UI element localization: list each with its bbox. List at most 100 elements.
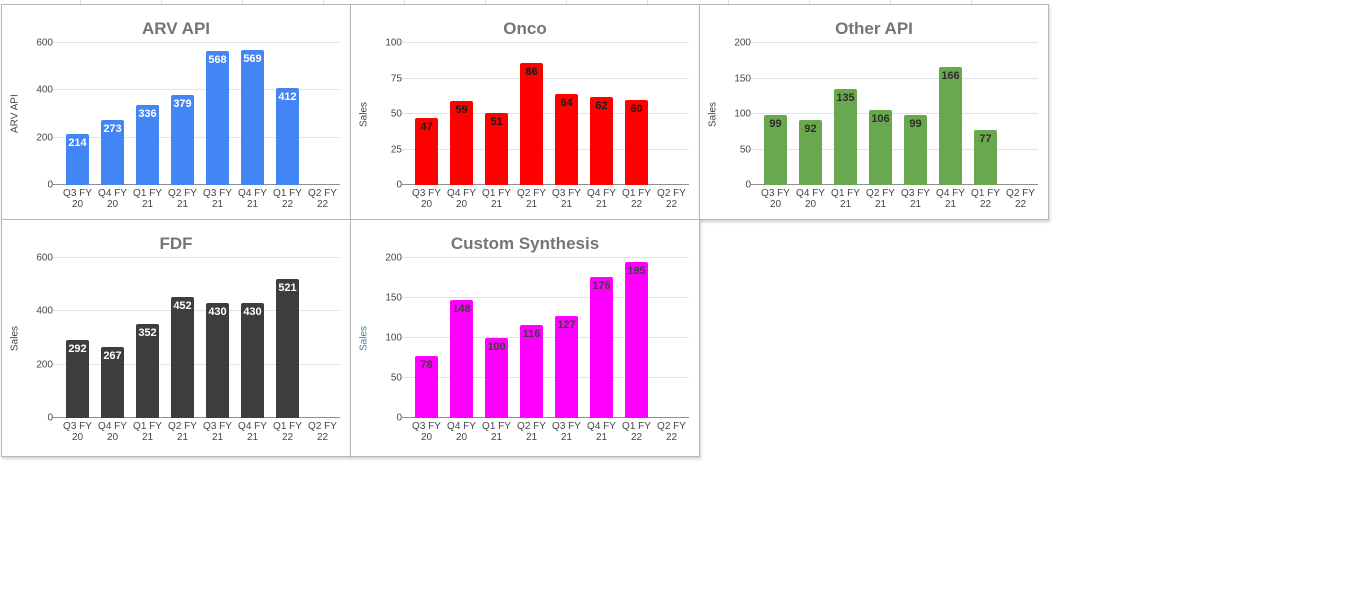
bar-value-label: 214 — [68, 137, 87, 150]
bar-value-label: 412 — [278, 90, 297, 103]
x-tick-label: Q4 FY 21 — [238, 421, 267, 443]
gridline — [402, 257, 689, 258]
x-tick-label: Q3 FY 21 — [552, 421, 581, 443]
bar-slot: 430 — [200, 258, 235, 418]
x-tick-label: Q1 FY 21 — [482, 421, 511, 443]
chart-custom-synthesis[interactable]: Custom Synthesis Sales 0 50 100 150 200 78 14… — [350, 219, 700, 457]
plot-area: 292 267 352 452 430 430 521 — [53, 257, 340, 418]
y-tick-label: 200 — [734, 37, 751, 49]
bar-value-label: 195 — [627, 265, 646, 277]
bar-slot: 59 — [444, 43, 479, 185]
bar-value-label: 273 — [103, 123, 122, 136]
y-axis-label: Sales — [358, 325, 370, 351]
bar-value-label: 430 — [243, 306, 262, 319]
chart-title: Other API — [835, 19, 913, 38]
bar-value-label: 292 — [68, 343, 87, 356]
bar-slot: 148 — [444, 258, 479, 418]
bar: 352 — [135, 324, 160, 418]
x-tick-label: Q2 FY 21 — [168, 421, 197, 443]
bar: 62 — [589, 96, 614, 185]
bar-slot: 568 — [200, 43, 235, 185]
bar-slot: 521 — [270, 258, 305, 418]
y-axis-ticks: 0 200 400 600 — [24, 253, 60, 424]
chart-other-api[interactable]: Other API Sales 0 50 100 150 200 99 92 135 106 9… — [699, 4, 1049, 220]
bar-value-label: 568 — [208, 53, 227, 66]
gridline — [402, 42, 689, 43]
gridline — [402, 297, 689, 298]
axis-baseline — [53, 184, 340, 185]
gridline — [402, 77, 689, 79]
bar: 59 — [449, 101, 474, 185]
bar-slot: 214 — [60, 43, 95, 185]
bar: 412 — [275, 87, 300, 185]
x-tick-label: Q3 FY 20 — [412, 188, 441, 210]
bar-slot: 135 — [828, 43, 863, 185]
x-tick-label: Q2 FY 21 — [168, 188, 197, 210]
x-tick-label: Q1 FY 22 — [273, 421, 302, 443]
bar: 116 — [519, 325, 544, 418]
bars: 78 148 100 116 127 176 195 — [409, 258, 689, 418]
bar-slot: 127 — [549, 258, 584, 418]
chart-onco[interactable]: Onco Sales 0 25 50 75 100 47 59 51 86 64 62 60 Q3 … — [350, 4, 700, 220]
bar-slot: 78 — [409, 258, 444, 418]
chart-fdf[interactable]: FDF Sales 0 200 400 600 292 267 352 452 430 430 5… — [1, 219, 351, 457]
bar-slot: 47 — [409, 43, 444, 185]
bar-value-label: 51 — [490, 115, 503, 128]
bar-slot — [305, 258, 340, 418]
bar: 106 — [868, 109, 893, 185]
bar-value-label: 64 — [560, 97, 573, 110]
bar: 452 — [170, 297, 195, 418]
x-tick-label: Q3 FY 21 — [203, 188, 232, 210]
bar: 430 — [240, 303, 265, 418]
bar-value-label: 135 — [836, 92, 855, 105]
y-axis-ticks: 0 25 50 75 100 — [373, 38, 409, 191]
bar: 127 — [554, 316, 579, 418]
bar-slot: 412 — [270, 43, 305, 185]
bar: 51 — [484, 112, 509, 185]
bar-slot: 64 — [549, 43, 584, 185]
y-tick-label: 0 — [47, 179, 53, 191]
x-tick-label: Q3 FY 21 — [203, 421, 232, 443]
chart-title: ARV API — [141, 19, 211, 38]
gridline — [751, 77, 1038, 79]
bar-value-label: 521 — [278, 282, 297, 295]
gridline — [402, 113, 689, 114]
x-axis-labels: Q3 FY 20 Q4 FY 20 Q1 FY 21 Q2 FY 21 Q3 FY 21 Q4 FY… — [409, 185, 689, 219]
chart-arv-api[interactable]: ARV API ARV API 0 200 400 600 214 273 336 379 5… — [1, 4, 351, 220]
x-tick-label: Q1 FY 21 — [482, 188, 511, 210]
x-tick-label: Q3 FY 21 — [552, 188, 581, 210]
y-tick-label: 25 — [390, 144, 402, 155]
gridline — [751, 113, 1038, 114]
gridline — [53, 310, 340, 312]
bar-slot: 86 — [514, 43, 549, 185]
axis-baseline — [402, 184, 689, 185]
bar-value-label: 62 — [595, 99, 608, 112]
bar-value-label: 78 — [420, 358, 433, 371]
bar: 214 — [65, 134, 90, 185]
chart-title: Onco — [503, 19, 547, 38]
y-axis-label: ARV API — [9, 94, 21, 134]
gridline — [53, 42, 340, 43]
bar-slot: 166 — [933, 43, 968, 185]
bar: 47 — [414, 118, 439, 185]
gridline — [53, 257, 340, 258]
x-axis-labels: Q3 FY 20 Q4 FY 20 Q1 FY 21 Q2 FY 21 Q3 FY 21 Q4 FY… — [409, 418, 689, 452]
bar: 86 — [519, 62, 544, 185]
charts-area: ARV API ARV API 0 200 400 600 214 273 336 379 5… — [1, 4, 1053, 457]
axis-baseline — [53, 417, 340, 418]
bar-slot: 273 — [95, 43, 130, 185]
bar: 148 — [449, 299, 474, 418]
x-tick-label: Q4 FY 20 — [98, 421, 127, 443]
bar: 92 — [798, 119, 823, 185]
x-tick-label: Q1 FY 22 — [273, 188, 302, 210]
bar-slot: 77 — [968, 43, 1003, 185]
axis-baseline — [402, 417, 689, 418]
bar: 78 — [414, 355, 439, 418]
x-tick-label: Q4 FY 21 — [936, 188, 965, 210]
y-tick-label: 150 — [734, 73, 751, 84]
x-tick-label: Q1 FY 21 — [831, 188, 860, 210]
bar-slot — [654, 43, 689, 185]
bar-value-label: 86 — [525, 65, 538, 78]
x-tick-label: Q4 FY 20 — [98, 188, 127, 210]
bar: 430 — [205, 303, 230, 418]
